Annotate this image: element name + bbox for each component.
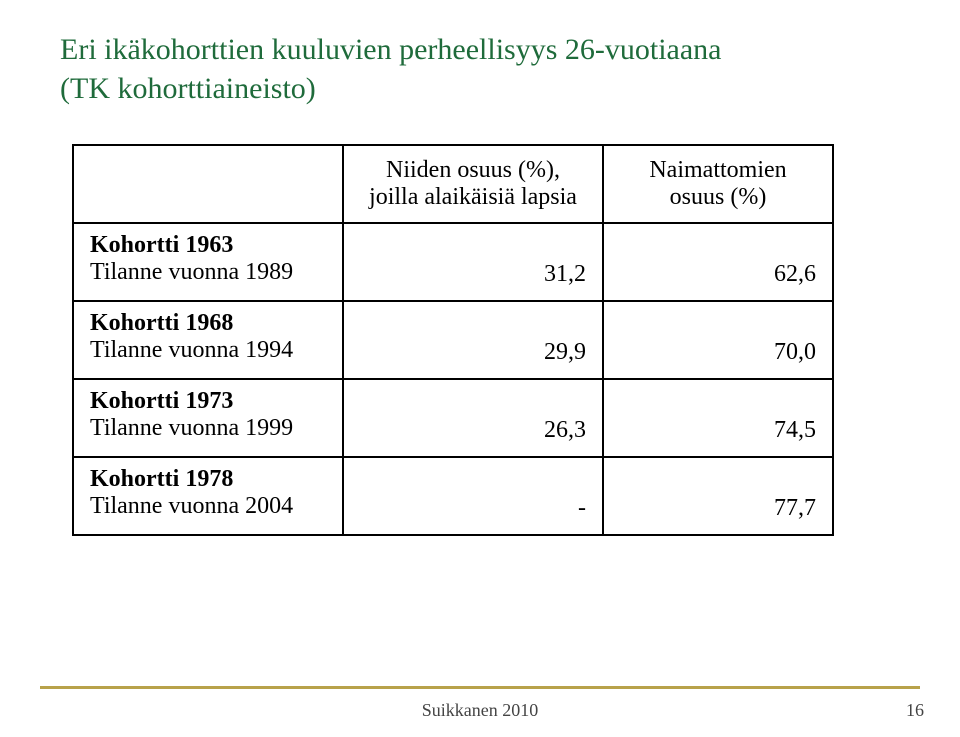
cell-v2: 77,7 [603,457,833,535]
year-label: Tilanne vuonna 1989 [90,259,293,285]
row-label: Kohortti 1978 Tilanne vuonna 2004 [73,457,343,535]
table-row: Kohortti 1968 Tilanne vuonna 1994 29,9 7… [73,301,833,379]
table-row: Kohortti 1973 Tilanne vuonna 1999 26,3 7… [73,379,833,457]
year-label: Tilanne vuonna 1994 [90,337,293,363]
header-empty [73,145,343,223]
table-row: Kohortti 1963 Tilanne vuonna 1989 31,2 6… [73,223,833,301]
title-line-1: Eri ikäkohorttien kuuluvien perheellisyy… [60,33,722,66]
cell-v1: 29,9 [343,301,603,379]
title-line-2: (TK kohorttiaineisto) [60,72,316,105]
cohort-label: Kohortti 1963 [90,232,233,258]
cohort-label: Kohortti 1978 [90,466,233,492]
cell-v1: 26,3 [343,379,603,457]
year-label: Tilanne vuonna 2004 [90,493,293,519]
cell-v1: - [343,457,603,535]
row-label: Kohortti 1973 Tilanne vuonna 1999 [73,379,343,457]
cell-v2: 70,0 [603,301,833,379]
cell-v1: 31,2 [343,223,603,301]
divider [0,686,960,689]
table-row: Kohortti 1978 Tilanne vuonna 2004 - 77,7 [73,457,833,535]
footer-text: Suikkanen 2010 [0,700,960,721]
header-col3: Naimattomien osuus (%) [603,145,833,223]
data-table: Niiden osuus (%), joilla alaikäisiä laps… [72,144,834,536]
cohort-label: Kohortti 1973 [90,388,233,414]
year-label: Tilanne vuonna 1999 [90,415,293,441]
header-col2: Niiden osuus (%), joilla alaikäisiä laps… [343,145,603,223]
cell-v2: 62,6 [603,223,833,301]
slide-title: Eri ikäkohorttien kuuluvien perheellisyy… [60,30,900,108]
header-row: Niiden osuus (%), joilla alaikäisiä laps… [73,145,833,223]
page-number: 16 [906,700,924,721]
cohort-label: Kohortti 1968 [90,310,233,336]
row-label: Kohortti 1963 Tilanne vuonna 1989 [73,223,343,301]
divider-line [40,686,920,689]
row-label: Kohortti 1968 Tilanne vuonna 1994 [73,301,343,379]
cell-v2: 74,5 [603,379,833,457]
